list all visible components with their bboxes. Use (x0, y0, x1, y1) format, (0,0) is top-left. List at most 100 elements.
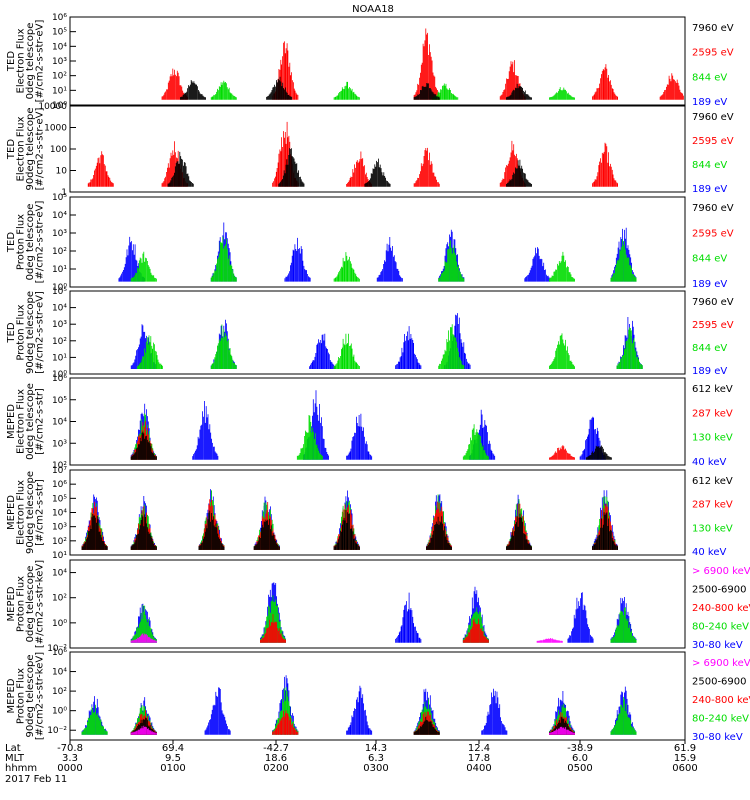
y-axis-label: Proton Flux (16, 304, 27, 360)
y-tick-label: 10⁴ (52, 509, 67, 519)
panel-frame (69, 16, 686, 106)
legend-entry: 189 eV (692, 366, 727, 377)
footer-value: 6.3 (368, 753, 384, 764)
y-tick-label: 10¹ (52, 265, 67, 275)
legend-entry: 2595 eV (692, 136, 734, 147)
series-trace (130, 431, 612, 460)
legend-entry: 2595 eV (692, 48, 734, 59)
footer-value: 0100 (160, 763, 185, 774)
legend-entry: 189 eV (692, 97, 727, 108)
footer-value: 3.3 (62, 753, 78, 764)
series-trace (136, 324, 643, 369)
footer-row-label: MLT (5, 753, 25, 764)
figure-title: NOAA18 (352, 4, 394, 15)
y-axis-label: 90deg telescope (25, 291, 36, 374)
footer-value: 0400 (466, 763, 491, 774)
panel-frame (69, 559, 686, 649)
y-tick-label: 10³ (52, 229, 67, 239)
y-tick-label: 10² (52, 461, 67, 471)
y-axis-label: 0deg telescope (25, 204, 36, 281)
series-trace (87, 121, 618, 187)
y-tick-label: 10³ (52, 523, 67, 533)
y-axis-label: Proton Flux (16, 576, 27, 632)
y-tick-label: 10¹ (52, 551, 67, 561)
series-trace (130, 236, 637, 282)
legend-entry: 844 eV (692, 254, 727, 265)
footer-value: 15.9 (674, 753, 696, 764)
y-axis-label: Electron Flux (16, 389, 27, 454)
y-tick-label: 10² (52, 337, 67, 347)
series-trace (260, 614, 489, 643)
legend-entry: > 6900 keV (692, 566, 750, 577)
y-tick-label: 10⁶ (52, 13, 67, 23)
footer-value: 0000 (57, 763, 82, 774)
y-axis-label: 90deg telescope (25, 471, 36, 554)
y-axis-label: 0deg telescope (25, 23, 36, 100)
legend-entry: 30-80 keV (692, 732, 743, 743)
legend-entry: 2595 eV (692, 320, 734, 331)
footer-value: 0500 (567, 763, 592, 774)
y-tick-label: 10⁵ (52, 287, 67, 297)
footer-value: 0300 (363, 763, 388, 774)
series-trace (81, 509, 618, 550)
footer-value: 18.6 (265, 753, 287, 764)
y-axis-label: MEPED (6, 404, 17, 439)
y-tick-label: 10⁰ (52, 619, 67, 629)
y-axis-label: [#/cm2-s-str-eV] (35, 20, 46, 103)
y-axis-label: TED (6, 139, 17, 160)
y-tick-label: 10² (52, 72, 67, 82)
legend-entry: 30-80 keV (692, 640, 743, 651)
y-axis-label: [#/cm2-s-str-keV] (35, 652, 46, 740)
y-tick-label: 10⁶ (52, 648, 67, 658)
series-240-800-kev (260, 614, 489, 643)
series-2595-ev (87, 121, 618, 187)
y-tick-label: 10⁴ (52, 304, 67, 314)
y-tick-label: 10000 (38, 102, 67, 112)
series-trace (167, 148, 532, 187)
y-tick-label: 10⁰ (52, 283, 67, 293)
y-tick-label: 10⁰ (52, 101, 67, 111)
footer-row-label: Lat (5, 743, 21, 754)
series-7960-ev (167, 148, 532, 187)
y-axis-label: MEPED (6, 495, 17, 530)
y-tick-label: 10⁵ (52, 396, 67, 406)
series-trace (210, 80, 575, 100)
y-tick-label: 1 (61, 188, 67, 198)
y-axis-label: [#/cm2-s-str-eV] (35, 108, 46, 191)
series--6900-kev (130, 725, 575, 735)
series-844-ev (210, 80, 575, 100)
y-tick-label: 10² (52, 687, 67, 697)
legend-entry: 80-240 keV (692, 622, 749, 633)
y-tick-label: 10⁴ (52, 569, 67, 579)
y-tick-label: 10⁴ (52, 211, 67, 221)
legend-entry: 40 keV (692, 457, 726, 468)
legend-entry: 189 eV (692, 184, 727, 195)
series-30-80-kev (81, 675, 637, 735)
series--6900-kev (130, 633, 563, 643)
y-tick-label: 10² (52, 537, 67, 547)
series-trace (130, 725, 575, 735)
y-axis-label: MEPED (6, 678, 17, 713)
series-30-80-kev (130, 582, 637, 643)
series-40-kev (130, 390, 606, 460)
series-7960-ev (180, 76, 532, 100)
y-tick-label: 10⁻² (47, 726, 67, 736)
legend-entry: 7960 eV (692, 297, 734, 308)
footer-row-label: hhmm (5, 763, 37, 774)
panel-frame (69, 651, 686, 741)
y-tick-label: 10⁶ (52, 374, 67, 384)
y-axis-label: 0deg telescope (25, 383, 36, 460)
y-tick-label: 10⁴ (52, 668, 67, 678)
series-80-240-kev (130, 595, 637, 643)
legend-entry: 2500-6900 (692, 585, 747, 596)
footer-value: -38.9 (567, 743, 593, 754)
footer-value: 0200 (263, 763, 288, 774)
y-tick-label: 10¹ (52, 86, 67, 96)
legend-entry: 7960 eV (692, 112, 734, 123)
legend-entry: 189 eV (692, 279, 727, 290)
y-axis-label: Proton Flux (16, 214, 27, 270)
